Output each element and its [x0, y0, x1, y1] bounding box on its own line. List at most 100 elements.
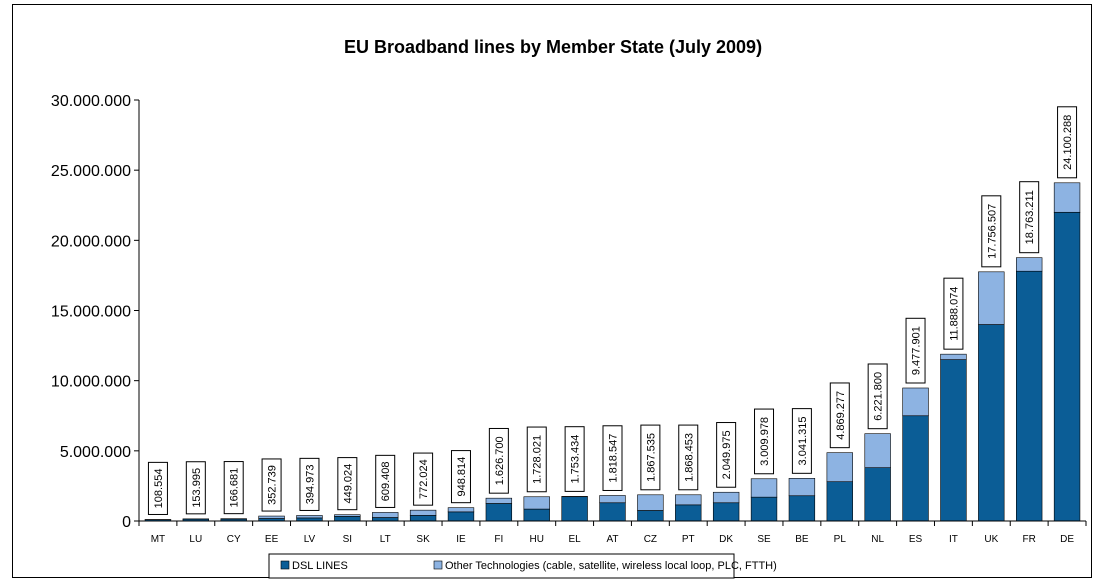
x-tick-label-dk: DK — [719, 534, 733, 545]
bar-dsl-hu — [523, 508, 550, 522]
bar-other-dk — [712, 491, 740, 504]
y-tick-label: 5.000.000 — [60, 444, 131, 461]
total-label-text: 394.973 — [304, 465, 316, 505]
total-label-text: 1.868.453 — [683, 433, 695, 482]
total-label-text: 1.867.535 — [645, 433, 657, 482]
bar-dsl-uk — [978, 324, 1005, 522]
total-label-es: 9.477.901 — [905, 317, 926, 384]
total-label-box — [299, 457, 320, 511]
x-tick-label-ee: EE — [265, 534, 279, 545]
total-label-text: 18.763.211 — [1024, 190, 1036, 244]
total-label-text: 1.728.021 — [532, 435, 544, 484]
x-tick-label-fr: FR — [1023, 534, 1036, 545]
bar-other-hu — [523, 496, 550, 510]
legend-entry-0: DSL LINES — [292, 560, 348, 572]
total-label-lv: 394.973 — [299, 457, 320, 511]
total-label-text: 449.024 — [342, 464, 354, 504]
x-tick-label-si: SI — [343, 534, 352, 545]
bar-other-fr — [1016, 257, 1043, 272]
total-label-text: 153.995 — [191, 468, 203, 508]
total-label-pl: 4.869.277 — [829, 382, 850, 449]
bars — [144, 182, 1081, 522]
x-tick-label-cz: CZ — [644, 534, 657, 545]
x-tick-label-pl: PL — [834, 534, 847, 545]
total-label-at: 1.818.547 — [602, 425, 623, 491]
total-label-ie: 948.814 — [450, 450, 471, 504]
bar-other-nl — [864, 433, 891, 468]
total-label-text: 1.818.547 — [608, 434, 620, 483]
total-label-text: 948.814 — [456, 457, 468, 497]
bar-other-fi — [485, 497, 513, 504]
total-label-box — [754, 408, 775, 475]
total-label-text: 4.869.277 — [835, 391, 847, 440]
x-tick-label-be: BE — [795, 534, 809, 545]
chart-title: EU Broadband lines by Member State (July… — [344, 37, 762, 57]
bar-dsl-pt — [675, 504, 702, 522]
total-label-text: 108.554 — [153, 469, 165, 509]
x-tick-label-pt: PT — [682, 534, 695, 545]
total-label-lu: 153.995 — [185, 461, 206, 515]
x-tick-label-de: DE — [1060, 534, 1074, 545]
total-label-box — [905, 317, 926, 384]
data-labels: 108.554 153.995 166.681 352.739 394.973 449.0… — [147, 106, 1078, 515]
bar-dsl-fi — [485, 503, 513, 522]
total-label-nl: 6.221.800 — [867, 363, 888, 430]
bar-other-ie — [447, 507, 475, 513]
bar-other-cz — [637, 494, 664, 511]
total-label-box — [602, 425, 623, 491]
total-label-box — [488, 427, 509, 494]
total-label-box — [981, 195, 1002, 268]
total-label-box — [337, 457, 358, 511]
total-label-text: 166.681 — [229, 468, 241, 508]
total-label-box — [147, 461, 168, 515]
total-label-box — [450, 450, 471, 504]
total-label-it: 11.888.074 — [943, 277, 964, 350]
total-label-de: 24.100.288 — [1057, 106, 1078, 179]
bar-other-ee — [258, 515, 285, 519]
bar-dsl-se — [750, 496, 778, 522]
bar-dsl-cz — [637, 510, 664, 522]
bar-dsl-be — [788, 495, 816, 522]
bar-dsl-el — [561, 496, 588, 522]
total-label-text: 3.041.315 — [797, 417, 809, 466]
total-label-text: 352.739 — [267, 465, 279, 505]
total-label-uk: 17.756.507 — [981, 195, 1002, 268]
y-tick-label: 25.000.000 — [51, 163, 131, 180]
bar-dsl-sk — [409, 515, 437, 522]
total-label-text: 1.753.434 — [570, 435, 582, 484]
total-label-box — [640, 424, 661, 491]
x-tick-label-se: SE — [757, 534, 771, 545]
x-tick-label-lu: LU — [189, 534, 202, 545]
bar-other-pt — [675, 494, 702, 506]
bar-other-se — [750, 478, 778, 498]
x-tick-label-it: IT — [949, 534, 958, 545]
total-label-pt: 1.868.453 — [678, 424, 699, 491]
total-label-box — [261, 458, 282, 512]
bar-dsl-pl — [826, 481, 853, 522]
total-label-box — [185, 461, 206, 515]
total-label-box — [526, 426, 547, 493]
total-label-box — [1019, 181, 1040, 254]
y-tick-label: 10.000.000 — [51, 374, 131, 391]
total-label-cz: 1.867.535 — [640, 424, 661, 491]
x-tick-label-at: AT — [606, 534, 618, 545]
bar-dsl-at — [599, 502, 626, 522]
total-label-box — [943, 277, 964, 350]
total-label-text: 2.049.975 — [721, 430, 733, 479]
bar-dsl-dk — [712, 502, 740, 522]
total-label-box — [413, 452, 434, 506]
legend-swatch-0 — [280, 560, 290, 570]
total-label-text: 772.024 — [418, 459, 430, 499]
chart-frame: EU Broadband lines by Member State (July… — [12, 4, 1092, 579]
total-label-lt: 609.408 — [375, 454, 396, 508]
total-label-text: 11.888.074 — [948, 287, 960, 341]
legend-entry-1: Other Technologies (cable, satellite, wi… — [445, 560, 777, 572]
bar-other-es — [902, 387, 929, 417]
bar-other-it — [940, 353, 967, 360]
y-tick-label: 0 — [122, 514, 131, 531]
total-label-mt: 108.554 — [147, 461, 168, 515]
total-label-fr: 18.763.211 — [1019, 181, 1040, 254]
y-tick-label: 30.000.000 — [51, 93, 131, 110]
x-tick-label-fi: FI — [494, 534, 503, 545]
x-tick-label-cy: CY — [227, 534, 241, 545]
